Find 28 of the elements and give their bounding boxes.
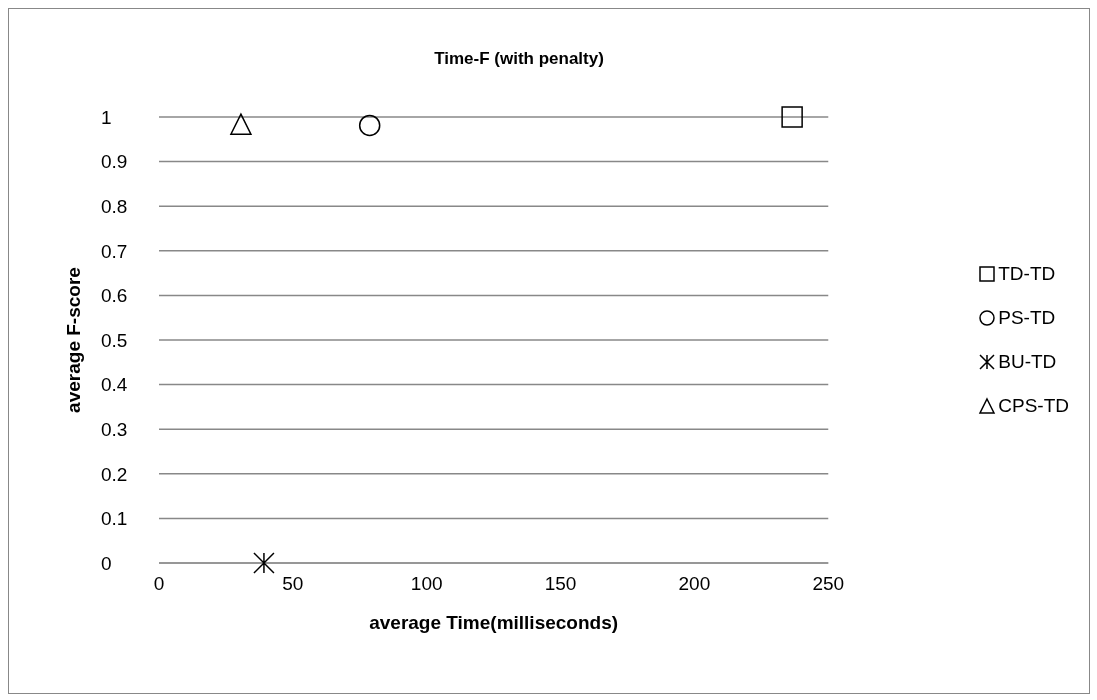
x-tick-label: 200	[678, 573, 711, 595]
y-axis-title: average F-score	[62, 267, 84, 413]
y-tick-label: 0.9	[101, 151, 128, 173]
x-axis-title: average Time(milliseconds)	[369, 612, 619, 633]
y-tick-label: 0.2	[101, 463, 128, 485]
x-tick-label: 150	[544, 573, 577, 595]
y-tick-label: 0.8	[101, 195, 128, 217]
point	[781, 106, 803, 128]
y-tick-label: 0.4	[101, 374, 128, 396]
y-tick-label: 0.1	[101, 508, 128, 530]
point	[230, 113, 252, 135]
chart-title: Time-F (with penalty)	[433, 49, 605, 69]
y-tick-label: 1	[101, 106, 112, 128]
y-tick-label: 0.6	[101, 285, 128, 307]
legend-label: TD-TD	[998, 263, 1056, 285]
x-tick-label: 0	[153, 573, 165, 595]
x-tick-label: 50	[282, 573, 304, 595]
y-tick-label: 0.7	[101, 240, 128, 262]
point	[358, 114, 381, 137]
legend-label: CPS-TD	[998, 395, 1069, 417]
y-tick-label: 0.3	[101, 418, 128, 440]
x-tick-label: 250	[812, 573, 845, 595]
legend-label: BU-TD	[998, 351, 1057, 373]
point	[253, 552, 275, 574]
x-tick-label: 100	[410, 573, 443, 595]
y-tick-label: 0.5	[101, 329, 128, 351]
y-tick-label: 0	[101, 552, 112, 574]
legend-label: PS-TD	[998, 307, 1056, 329]
